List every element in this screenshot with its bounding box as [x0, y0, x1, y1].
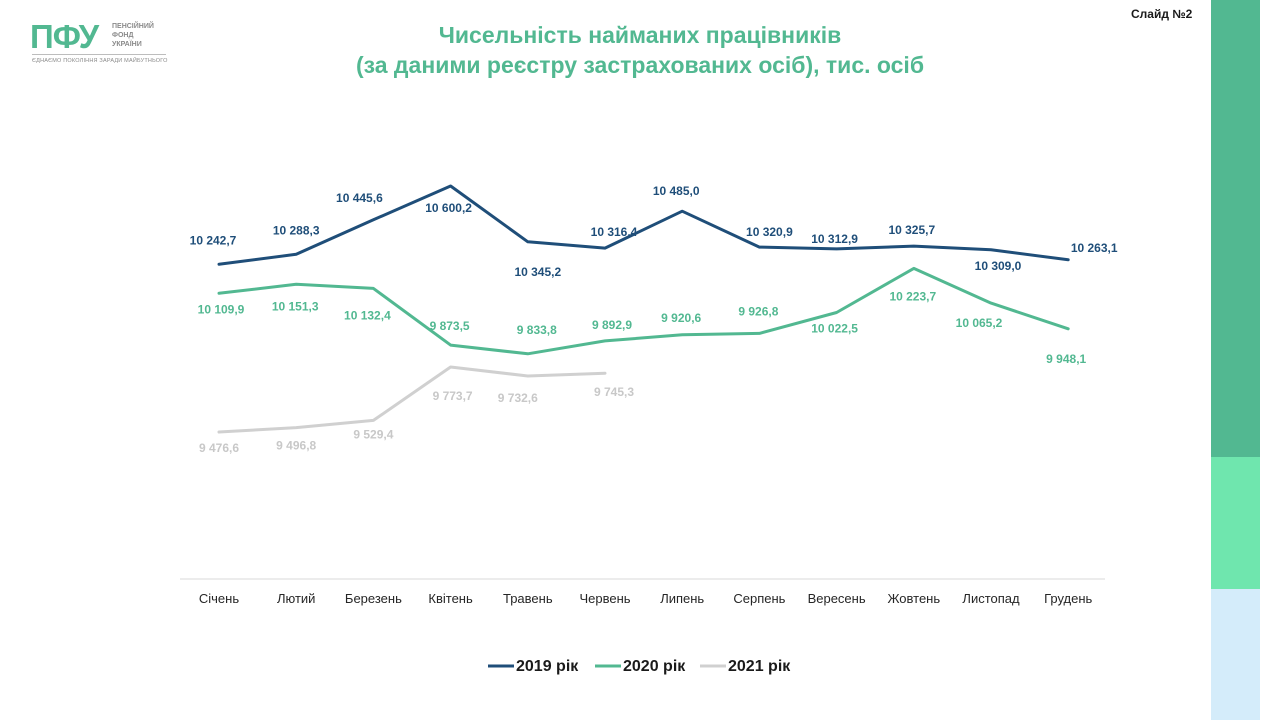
- x-tick-label: Липень: [660, 591, 704, 606]
- data-label: 10 309,0: [975, 259, 1022, 273]
- x-tick-label: Жовтень: [887, 591, 940, 606]
- legend-label: 2021 рік: [728, 658, 791, 675]
- x-tick-label: Березень: [345, 591, 402, 606]
- side-bar-middle: [1211, 457, 1260, 589]
- side-bar-top: [1211, 0, 1260, 457]
- x-tick-label: Травень: [503, 591, 553, 606]
- data-label: 9 873,5: [430, 319, 470, 333]
- data-label: 10 242,7: [190, 233, 237, 247]
- x-tick-label: Листопад: [962, 591, 1020, 606]
- x-tick-label: Грудень: [1044, 591, 1092, 606]
- x-tick-label: Лютий: [277, 591, 315, 606]
- data-label: 10 485,0: [653, 184, 700, 198]
- data-label: 10 600,2: [425, 201, 472, 215]
- data-label: 10 223,7: [889, 289, 936, 303]
- series-line-2019: [217, 184, 1070, 266]
- logo-name: ПЕНСІЙНИЙ ФОНД УКРАЇНИ: [112, 22, 172, 49]
- data-label: 10 288,3: [273, 223, 320, 237]
- slide-number: Слайд №2: [1131, 7, 1193, 21]
- data-label: 9 948,1: [1046, 352, 1086, 366]
- data-label: 9 833,8: [517, 323, 557, 337]
- side-bar-bottom: [1211, 589, 1260, 720]
- x-tick-label: Серпень: [733, 591, 785, 606]
- data-label: 10 345,2: [514, 265, 561, 279]
- x-tick-label: Січень: [199, 591, 239, 606]
- series-line-2020: [217, 266, 1070, 356]
- data-label: 9 745,3: [594, 385, 634, 399]
- x-tick-label: Вересень: [808, 591, 866, 606]
- data-label: 9 732,6: [498, 391, 538, 405]
- data-label: 10 320,9: [746, 225, 793, 239]
- chart-title: Чисельність найманих працівників (за дан…: [290, 20, 990, 80]
- logo-mark: ПФУ: [30, 18, 99, 55]
- data-label: 10 065,2: [956, 316, 1003, 330]
- legend-label: 2020 рік: [623, 658, 686, 675]
- logo-name-line: УКРАЇНИ: [112, 41, 142, 48]
- data-label: 9 529,4: [353, 427, 393, 441]
- data-label: 10 109,9: [198, 302, 245, 316]
- pfu-logo: ПФУ ПЕНСІЙНИЙ ФОНД УКРАЇНИ ЄДНАЄМО ПОКОЛ…: [30, 18, 172, 70]
- data-label: 9 496,8: [276, 439, 316, 453]
- chart-title-line: (за даними реєстру застрахованих осіб), …: [355, 52, 925, 78]
- data-label: 10 022,5: [811, 322, 858, 336]
- data-label: 9 773,7: [433, 389, 473, 403]
- data-label: 9 920,6: [661, 311, 701, 325]
- legend-label: 2019 рік: [516, 658, 579, 675]
- data-label: 10 151,3: [272, 299, 319, 313]
- data-label: 9 926,8: [738, 304, 778, 318]
- x-tick-label: Квітень: [428, 591, 473, 606]
- data-label: 9 476,6: [199, 441, 239, 455]
- logo-slogan: ЄДНАЄМО ПОКОЛІННЯ ЗАРАДИ МАЙБУТНЬОГО: [32, 58, 168, 64]
- series-line-2021: [217, 365, 607, 434]
- chart-title-line: Чисельність найманих працівників: [438, 22, 842, 48]
- data-label: 10 325,7: [888, 223, 935, 237]
- x-tick-label: Червень: [579, 591, 630, 606]
- data-label: 10 316,4: [591, 225, 638, 239]
- data-label: 10 445,6: [336, 191, 383, 205]
- logo-name-line: ПЕНСІЙНИЙ: [112, 23, 154, 30]
- logo-name-line: ФОНД: [112, 32, 134, 39]
- data-label: 10 312,9: [811, 232, 858, 246]
- data-label: 9 892,9: [592, 318, 632, 332]
- data-label: 10 132,4: [344, 308, 391, 322]
- logo-divider: [32, 54, 166, 55]
- data-label: 10 263,1: [1071, 241, 1118, 255]
